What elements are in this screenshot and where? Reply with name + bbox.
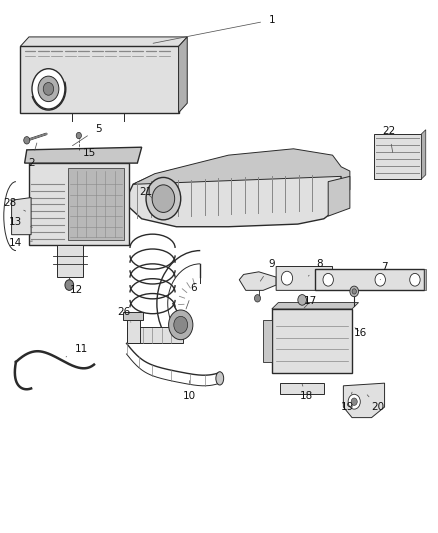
Polygon shape: [272, 303, 359, 309]
Polygon shape: [179, 37, 187, 113]
Text: 5: 5: [72, 124, 102, 146]
Polygon shape: [124, 152, 341, 227]
Polygon shape: [124, 312, 143, 319]
Polygon shape: [29, 163, 129, 245]
Text: 20: 20: [367, 395, 385, 412]
Polygon shape: [280, 383, 324, 394]
Circle shape: [24, 136, 30, 144]
Circle shape: [76, 132, 81, 139]
Polygon shape: [25, 147, 142, 163]
Polygon shape: [328, 176, 350, 216]
Ellipse shape: [216, 372, 224, 385]
Polygon shape: [374, 134, 421, 179]
Circle shape: [254, 295, 261, 302]
Polygon shape: [343, 383, 385, 418]
Text: 10: 10: [183, 381, 196, 401]
Text: 8: 8: [308, 259, 323, 276]
Circle shape: [410, 273, 420, 286]
Text: 21: 21: [139, 187, 153, 198]
Circle shape: [174, 317, 187, 333]
Circle shape: [146, 177, 181, 220]
Polygon shape: [424, 269, 426, 290]
Polygon shape: [127, 317, 140, 343]
Circle shape: [65, 280, 74, 290]
Circle shape: [352, 289, 357, 294]
Text: 15: 15: [79, 148, 96, 163]
Circle shape: [152, 185, 175, 213]
Circle shape: [298, 295, 307, 305]
Circle shape: [38, 76, 59, 102]
Polygon shape: [272, 309, 352, 373]
Polygon shape: [57, 245, 83, 277]
Text: 6: 6: [186, 282, 197, 309]
Polygon shape: [315, 269, 424, 290]
Circle shape: [169, 310, 193, 340]
Polygon shape: [127, 327, 183, 343]
Text: 13: 13: [9, 217, 32, 228]
Text: 2: 2: [28, 143, 37, 168]
Text: 28: 28: [3, 198, 25, 211]
Polygon shape: [20, 37, 187, 46]
Text: 11: 11: [66, 344, 88, 357]
Circle shape: [351, 398, 357, 406]
Polygon shape: [11, 198, 31, 235]
Polygon shape: [133, 149, 350, 195]
Circle shape: [43, 83, 54, 95]
Circle shape: [32, 69, 65, 109]
Polygon shape: [239, 272, 276, 290]
Text: 14: 14: [9, 238, 32, 248]
Text: 1: 1: [153, 15, 275, 43]
Circle shape: [281, 271, 293, 285]
Text: 16: 16: [354, 328, 367, 338]
Text: 22: 22: [382, 126, 396, 152]
Polygon shape: [68, 168, 124, 240]
Circle shape: [323, 273, 333, 286]
Text: 12: 12: [69, 278, 83, 295]
Text: 19: 19: [341, 392, 354, 412]
Polygon shape: [421, 130, 426, 179]
Text: 17: 17: [304, 296, 318, 308]
Polygon shape: [20, 46, 179, 113]
Polygon shape: [276, 266, 332, 290]
Text: 26: 26: [118, 306, 131, 322]
Text: 9: 9: [260, 259, 275, 281]
Circle shape: [348, 394, 360, 409]
Polygon shape: [263, 319, 272, 362]
Text: 18: 18: [300, 384, 313, 401]
Circle shape: [350, 286, 359, 297]
Text: 7: 7: [380, 262, 388, 280]
Circle shape: [375, 273, 385, 286]
